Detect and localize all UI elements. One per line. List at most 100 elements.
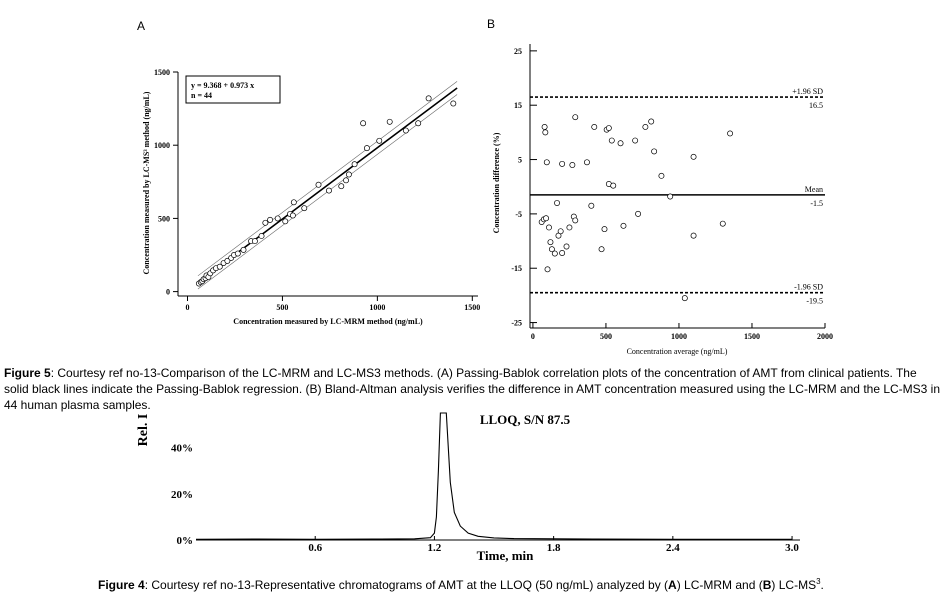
chart-a-point: [315, 181, 322, 188]
chart-a-point: [224, 257, 231, 264]
chart-b-y-tick-label: 25: [514, 47, 522, 56]
chart-b-point: [727, 130, 734, 137]
chart-b-point: [588, 202, 595, 209]
chart-b-x-tick-label: 1000: [671, 332, 687, 341]
chart-b-x-tick-label: 0: [531, 332, 535, 341]
chart-a-point: [325, 187, 332, 194]
chart-a-point: [251, 238, 258, 245]
chart-a-point: [301, 205, 308, 212]
chart-b-point: [554, 200, 560, 206]
chart-b-point: [557, 228, 564, 235]
chart-b-point: [544, 266, 551, 273]
chart-c-y-tick-label: 0%: [177, 535, 194, 547]
chart-b-point: [642, 123, 649, 130]
chart-b-point: [547, 239, 554, 246]
chart-b-point: [572, 217, 579, 224]
chart-b-point: [620, 222, 627, 229]
chart-b-point: [572, 114, 579, 121]
chart-a-y-tick-label: 0: [166, 288, 170, 297]
chart-b-reference-label: +1.96 SD: [792, 87, 823, 96]
chart-a-y-tick-label: 500: [158, 214, 170, 223]
chart-b-reference-label: Mean: [805, 185, 823, 194]
chart-a-annotation-line: n = 44: [191, 91, 212, 100]
chart-a-point: [425, 95, 432, 102]
chart-a-point: [450, 100, 457, 107]
chart-a-x-tick-label: 0: [185, 303, 189, 312]
figure4-mid: ) LC-MRM and (: [676, 578, 763, 592]
chart-c-y-label: Rel. I: [136, 414, 151, 447]
chart-c-x-tick-label: 0.6: [308, 542, 322, 554]
chart-c-x-label: Time, min: [477, 548, 535, 563]
figure5-text: : Courtesy ref no-13-Comparison of the L…: [4, 366, 941, 412]
chart-b-point: [559, 250, 566, 256]
chart-a-point: [290, 199, 297, 206]
chart-b-x-tick-label: 500: [600, 332, 612, 341]
chart-a-point: [274, 215, 281, 222]
chart-b-point: [667, 193, 674, 200]
chart-a-x-tick-label: 1000: [369, 303, 385, 312]
chart-b-point: [719, 220, 726, 227]
chart-b-reference-label: -1.96 SD: [794, 283, 823, 292]
chart-b-point: [584, 159, 590, 166]
figure4-b: B: [762, 578, 772, 592]
chart-c-x-tick-label: 1.2: [428, 542, 442, 554]
figure5-label: Figure 5: [4, 366, 51, 380]
chart-b-point: [651, 148, 658, 155]
chart-c-x-tick-label: 2.4: [666, 542, 680, 554]
chart-b-point: [610, 182, 617, 189]
chart-b-reference-value: -1.5: [810, 199, 823, 208]
chart-a-x-tick-label: 500: [276, 303, 288, 312]
chart-b-point: [690, 232, 697, 239]
chart-b-point: [658, 172, 665, 179]
chart-a-y-tick-label: 1000: [154, 141, 170, 150]
chart-a-point: [258, 233, 265, 239]
chart-b-y-tick-label: 15: [514, 101, 522, 110]
chart-b-point: [563, 243, 570, 250]
chart-b-point: [566, 224, 573, 231]
figure4-text: : Courtesy ref no-13-Representative chro…: [144, 578, 669, 592]
chart-b-point: [605, 125, 612, 131]
figure5-caption: Figure 5: Courtesy ref no-13-Comparison …: [4, 365, 942, 413]
chart-a-point: [240, 246, 247, 253]
panel-a-label: A: [137, 19, 145, 33]
chart-a-point: [345, 171, 352, 178]
chart-a-point: [415, 120, 422, 127]
chart-b-point: [559, 160, 566, 167]
chart-b-point: [591, 123, 598, 130]
figure4-label: Figure 4: [98, 578, 145, 592]
chart-b-x-label: Concentration average (ng/mL): [627, 347, 728, 356]
chart-b-y-tick-label: 5: [518, 156, 522, 165]
figure4-caption: Figure 4: Courtesy ref no-13-Representat…: [98, 574, 938, 593]
chart-b-point: [635, 210, 642, 217]
chart-b-point: [546, 224, 552, 231]
chart-b-point: [648, 118, 655, 125]
chart-a-point: [351, 161, 358, 168]
chart-a-point: [376, 137, 383, 144]
chart-c-title: LLOQ, S/N 87.5: [480, 412, 571, 427]
chart-c-trace: [195, 412, 793, 540]
chart-a-point: [402, 127, 409, 134]
chart-b-reference-value: -19.5: [806, 297, 823, 306]
chart-b-point: [542, 129, 549, 136]
chart-a-point: [267, 216, 274, 223]
chart-a-y-tick-label: 1500: [154, 68, 170, 77]
chart-c-x-tick-label: 3.0: [785, 542, 799, 554]
chart-b-point: [543, 159, 550, 166]
chart-a-point: [360, 120, 367, 127]
chart-c-x-tick-label: 1.8: [547, 542, 561, 554]
chart-a-point: [363, 145, 370, 152]
chart-b-point: [617, 140, 624, 147]
chart-a-annotation-line: y = 9.368 + 0.973 x: [191, 81, 254, 90]
chart-b-point: [601, 226, 608, 233]
chart-b-x-tick-label: 2000: [817, 332, 833, 341]
chart-b-x-tick-label: 1500: [744, 332, 760, 341]
chart-a-point: [386, 118, 393, 125]
chart-b-point: [632, 137, 639, 144]
chart-b-point: [690, 153, 697, 160]
chart-b-point: [681, 295, 688, 302]
chart-a-point: [216, 263, 223, 270]
chart-a-point: [343, 177, 349, 184]
chart-a-point: [282, 218, 289, 225]
chart-b-y-tick-label: -25: [511, 319, 522, 328]
